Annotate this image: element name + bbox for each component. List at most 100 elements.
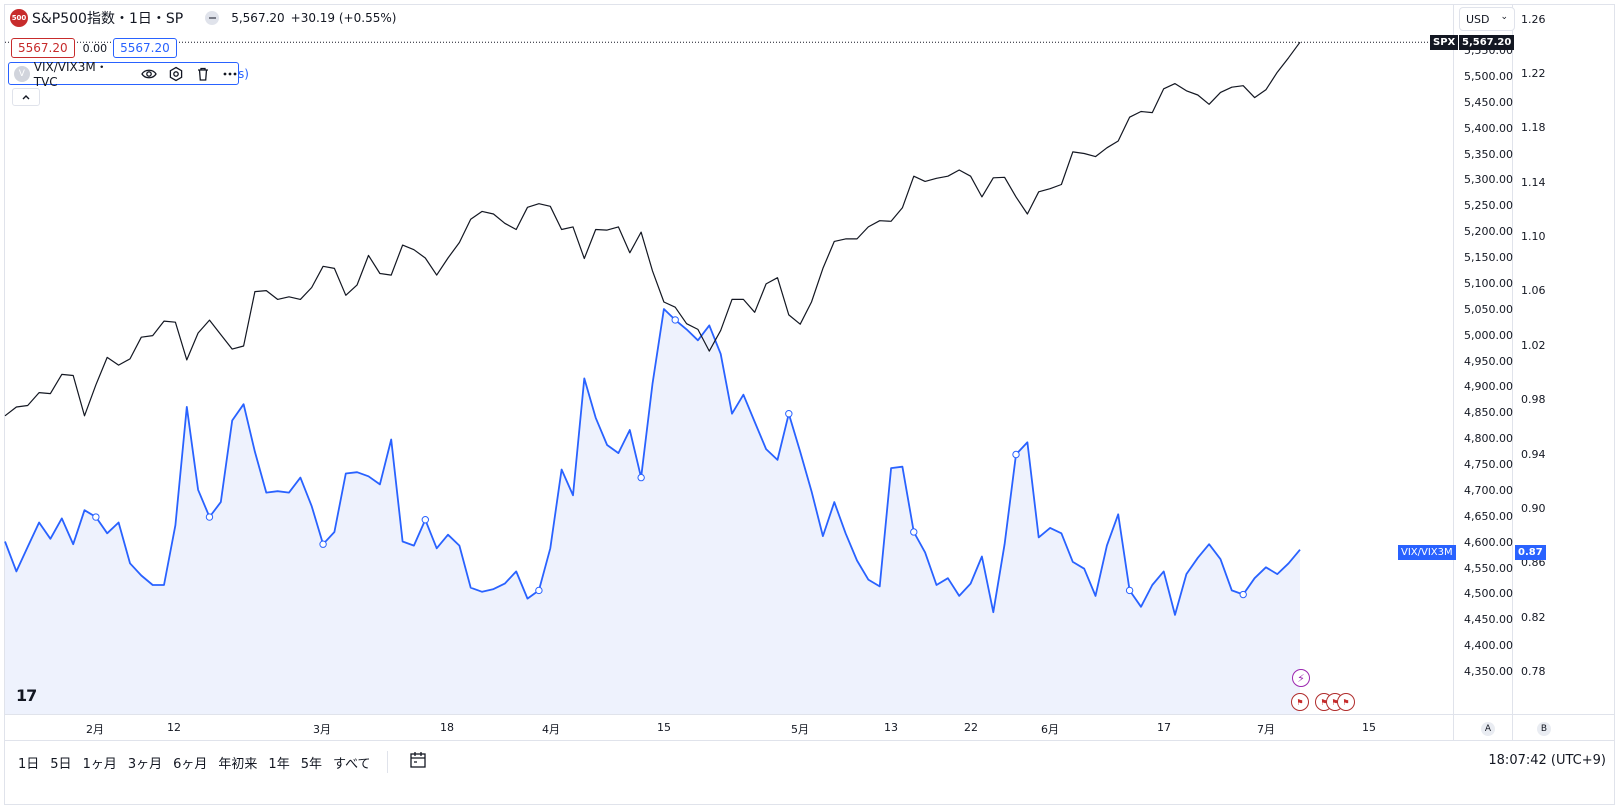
spx-line[interactable] — [4, 41, 1301, 417]
vix-point-marker[interactable] — [535, 586, 543, 595]
us-flag-event-icon[interactable]: ⚑ — [1337, 693, 1355, 711]
range-ytd-button[interactable]: 年初来 — [218, 756, 258, 772]
toolbar-divider — [386, 751, 388, 773]
vix-area-fill — [5, 309, 1300, 714]
vix-point-marker[interactable] — [637, 473, 645, 482]
vix-tag: VIX/VIX3M — [1398, 545, 1456, 560]
tradingview-logo-icon[interactable]: 17 — [16, 686, 37, 705]
ratio-tick-label: 0.82 — [1521, 610, 1546, 624]
calendar-goto-icon[interactable] — [408, 750, 428, 774]
currency-select[interactable]: USD ⌄ — [1459, 7, 1515, 31]
symbol-title[interactable]: S&P500指数・1日・SP — [32, 11, 184, 27]
price-tick-label: 4,600.00 — [1464, 535, 1513, 549]
time-tick-label: 18 — [440, 721, 454, 734]
price-tick-label: 4,950.00 — [1464, 354, 1513, 368]
header-change: +30.19 (+0.55%) — [290, 11, 397, 25]
vix-point-marker[interactable] — [785, 410, 793, 418]
time-tick-label: 13 — [884, 721, 898, 734]
spx-series[interactable] — [4, 41, 1301, 417]
vix-last-value: 0.87 — [1515, 545, 1546, 560]
ratio-tick-label: 1.26 — [1521, 12, 1546, 26]
price-tick-label: 5,050.00 — [1464, 302, 1513, 316]
auto-scale-button[interactable]: A — [1481, 722, 1495, 736]
study-legend-vix[interactable]: V VIX/VIX3M・TVC — [8, 60, 239, 89]
price-tick-label: 5,200.00 — [1464, 225, 1513, 239]
range-3m-button[interactable]: 3ヶ月 — [127, 756, 163, 772]
price-tick-label: 4,350.00 — [1464, 665, 1513, 678]
vix-point-marker[interactable] — [421, 516, 430, 524]
time-tick-label: 22 — [964, 721, 978, 734]
range-1d-button[interactable]: 1日 — [18, 756, 40, 772]
vix-point-marker[interactable] — [910, 528, 918, 536]
lightning-event-icon[interactable]: ⚡ — [1292, 669, 1310, 687]
vix-line[interactable] — [4, 308, 1301, 616]
price-tick-label: 4,400.00 — [1464, 639, 1513, 653]
vix-point-marker[interactable] — [1125, 586, 1134, 595]
time-tick-label: 2月 — [86, 723, 104, 736]
spread-value: 0.00 — [82, 41, 108, 55]
price-tick-label: 4,450.00 — [1464, 613, 1513, 627]
price-tick-label: 5,350.00 — [1464, 147, 1513, 161]
trash-icon[interactable] — [195, 66, 211, 82]
market-closed-icon — [205, 11, 220, 25]
chevron-down-icon: ⌄ — [1500, 12, 1508, 22]
ratio-tick-label: 0.94 — [1521, 447, 1546, 461]
us-flag-event-icon[interactable]: ⚑ — [1291, 693, 1309, 711]
header-price: 5,567.20 — [231, 11, 285, 25]
price-tick-label: 5,500.00 — [1464, 69, 1513, 83]
price-tick-label: 4,650.00 — [1464, 509, 1513, 523]
eye-icon[interactable] — [141, 66, 157, 82]
price-tick-label: 4,900.00 — [1464, 380, 1513, 394]
scale-b-button[interactable]: B — [1537, 722, 1551, 736]
time-tick-label: 4月 — [542, 723, 560, 736]
ratio-tick-label: 0.78 — [1521, 665, 1546, 678]
range-6m-button[interactable]: 6ヶ月 — [173, 756, 208, 772]
price-tick-label: 4,800.00 — [1464, 432, 1513, 446]
ratio-tick-label: 1.18 — [1521, 121, 1546, 135]
vix-series[interactable] — [4, 308, 1301, 714]
range-5y-button[interactable]: 5年 — [300, 756, 322, 772]
vix-point-marker[interactable] — [92, 513, 100, 521]
time-tick-label: 15 — [657, 721, 671, 734]
currency-label: USD — [1466, 12, 1490, 26]
price-tick-label: 4,850.00 — [1464, 406, 1513, 420]
study-name: VIX/VIX3M・TVC — [33, 60, 108, 89]
ratio-tick-label: 1.10 — [1521, 230, 1546, 243]
sell-price-box[interactable]: 5567.20 — [11, 38, 75, 58]
time-tick-label: 6月 — [1041, 723, 1059, 736]
price-tick-label: 5,250.00 — [1464, 199, 1513, 213]
chevron-up-icon — [22, 95, 30, 100]
price-tick-label: 5,400.00 — [1464, 121, 1513, 135]
vix-point-marker[interactable] — [671, 316, 679, 324]
price-tick-label: 5,000.00 — [1464, 328, 1513, 342]
price-tick-label: 4,550.00 — [1464, 561, 1513, 575]
price-legend: 5567.20 0.00 5567.20 — [11, 38, 177, 58]
ratio-tick-label: 1.06 — [1521, 284, 1546, 298]
collapse-legend-button[interactable] — [12, 88, 40, 106]
range-5d-button[interactable]: 5日 — [50, 756, 72, 772]
time-tick-label: 12 — [167, 721, 181, 734]
sp500-logo-icon: 500 — [10, 9, 28, 27]
vix-symbol-icon: V — [14, 65, 30, 82]
clock-timezone[interactable]: 18:07:42 (UTC+9) — [1488, 753, 1606, 768]
chart-gridlines — [5, 5, 1614, 741]
price-tick-label: 5,300.00 — [1464, 173, 1513, 187]
vix-point-marker[interactable] — [1239, 590, 1247, 599]
vix-point-marker[interactable] — [1012, 450, 1020, 459]
buy-price-box[interactable]: 5567.20 — [113, 38, 177, 58]
ratio-tick-label: 1.02 — [1521, 338, 1546, 352]
more-options-icon[interactable] — [222, 66, 238, 82]
settings-gear-icon[interactable] — [168, 66, 184, 82]
vix-point-marker[interactable] — [205, 513, 214, 521]
range-all-button[interactable]: すべて — [332, 756, 371, 772]
vix-point-marker[interactable] — [319, 540, 327, 548]
time-tick-label: 5月 — [791, 723, 809, 736]
ratio-tick-label: 0.90 — [1521, 501, 1546, 515]
symbol-header: 500 S&P500指数・1日・SP 5,567.20 +30.19 (+0.5… — [10, 8, 396, 28]
range-1y-button[interactable]: 1年 — [268, 756, 290, 772]
time-tick-label: 17 — [1157, 721, 1171, 734]
range-1m-button[interactable]: 1ヶ月 — [82, 756, 117, 772]
ratio-tick-label: 1.14 — [1521, 175, 1546, 189]
